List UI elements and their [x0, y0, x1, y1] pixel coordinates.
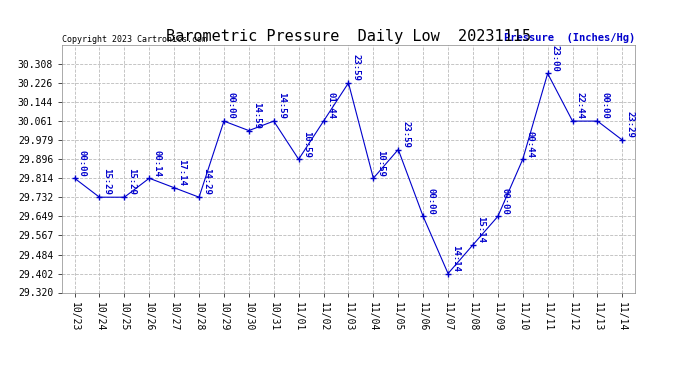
Text: 23:59: 23:59 — [402, 121, 411, 148]
Text: 00:14: 00:14 — [152, 150, 161, 176]
Text: 15:29: 15:29 — [128, 168, 137, 195]
Text: 23:29: 23:29 — [625, 111, 634, 138]
Text: 00:00: 00:00 — [426, 188, 435, 214]
Text: 14:59: 14:59 — [252, 102, 261, 129]
Text: 10:59: 10:59 — [376, 150, 385, 176]
Text: Pressure  (Inches/Hg): Pressure (Inches/Hg) — [504, 33, 635, 42]
Text: 00:44: 00:44 — [526, 130, 535, 158]
Text: 15:29: 15:29 — [102, 168, 112, 195]
Text: 00:00: 00:00 — [501, 188, 510, 214]
Text: Copyright 2023 Cartronics.com: Copyright 2023 Cartronics.com — [62, 35, 207, 44]
Text: 14:29: 14:29 — [202, 168, 211, 195]
Text: 10:59: 10:59 — [302, 130, 310, 158]
Text: 17:14: 17:14 — [177, 159, 186, 186]
Text: 00:00: 00:00 — [227, 92, 236, 119]
Text: 14:14: 14:14 — [451, 245, 460, 272]
Text: 00:00: 00:00 — [77, 150, 86, 176]
Text: 23:00: 23:00 — [551, 45, 560, 72]
Text: 01:44: 01:44 — [326, 92, 335, 119]
Text: 22:44: 22:44 — [575, 92, 584, 119]
Title: Barometric Pressure  Daily Low  20231115: Barometric Pressure Daily Low 20231115 — [166, 29, 531, 44]
Text: 00:00: 00:00 — [600, 92, 609, 119]
Text: 23:59: 23:59 — [351, 54, 360, 81]
Text: 15:14: 15:14 — [476, 216, 485, 243]
Text: 14:59: 14:59 — [277, 92, 286, 119]
